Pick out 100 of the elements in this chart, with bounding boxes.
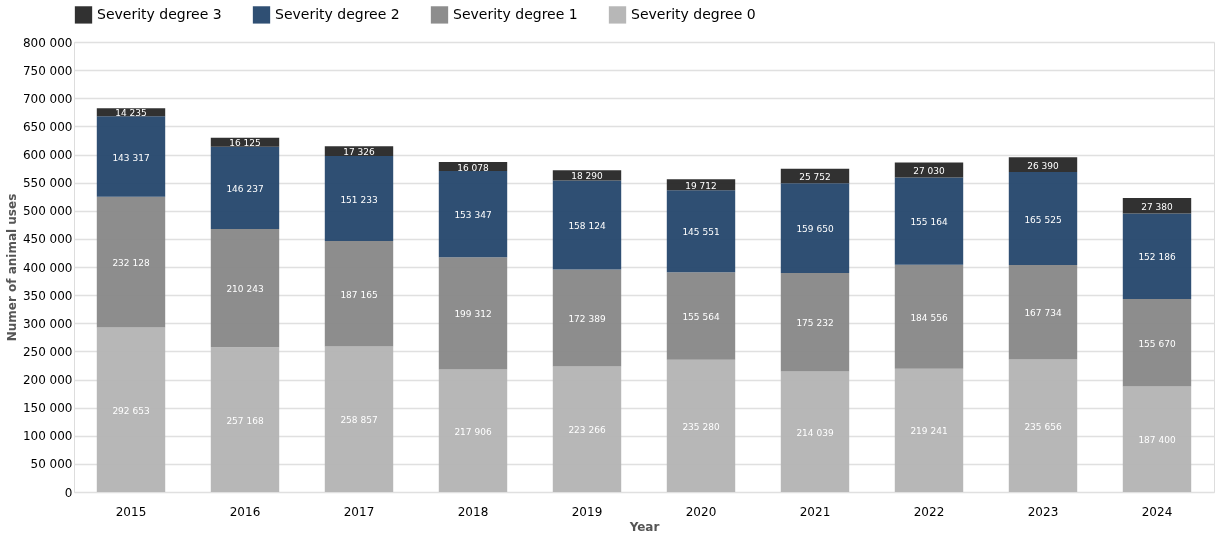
- bar: [324, 156, 394, 242]
- data-label: 25 752: [799, 171, 831, 182]
- x-tick-label: 2018: [457, 504, 489, 519]
- bar: [438, 171, 508, 258]
- bar: [552, 180, 622, 270]
- data-label: 17 326: [343, 147, 376, 158]
- data-label: 214 039: [796, 427, 834, 438]
- y-tick-label: 600 000: [22, 148, 73, 162]
- bar: [666, 359, 736, 492]
- bar: [552, 366, 622, 492]
- y-axis-title: Numer of animal uses: [4, 193, 19, 342]
- bar: [210, 347, 280, 492]
- bar: [666, 190, 736, 273]
- data-label: 145 551: [682, 227, 720, 238]
- data-label: 172 389: [568, 313, 606, 324]
- x-tick-label: 2023: [1027, 504, 1059, 519]
- data-label: 155 564: [682, 311, 720, 322]
- bar: [552, 269, 622, 367]
- x-axis-title: Year: [628, 519, 660, 534]
- y-tick-label: 550 000: [22, 176, 73, 191]
- data-label: 16 078: [457, 162, 490, 173]
- bar: [1122, 213, 1192, 300]
- data-label: 19 712: [685, 180, 717, 191]
- bar: [210, 229, 280, 348]
- x-tick-label: 2024: [1141, 504, 1173, 519]
- bar: [1008, 265, 1078, 360]
- bar: [438, 369, 508, 492]
- bar: [96, 196, 166, 328]
- bar: [96, 327, 166, 492]
- data-label: 14 235: [115, 108, 147, 119]
- data-label: 184 556: [910, 312, 948, 323]
- data-label: 175 232: [796, 318, 834, 329]
- data-label: 232 128: [112, 258, 150, 269]
- bar: [96, 116, 166, 197]
- y-tick-label: 400 000: [22, 260, 73, 275]
- data-label: 151 233: [340, 194, 378, 205]
- data-label: 159 650: [796, 224, 834, 235]
- data-label: 167 734: [1024, 308, 1062, 319]
- data-label: 258 857: [340, 415, 378, 426]
- legend-label: Severity degree 1: [453, 5, 578, 22]
- data-label: 143 317: [112, 152, 150, 163]
- x-tick-label: 2016: [229, 504, 261, 519]
- y-tick-label: 650 000: [22, 119, 73, 134]
- bar: [894, 264, 964, 369]
- data-label: 187 165: [340, 289, 378, 300]
- y-tick-label: 250 000: [22, 344, 73, 359]
- x-tick-label: 2019: [571, 504, 603, 519]
- bar: [210, 146, 280, 230]
- y-tick-label: 0: [64, 485, 73, 500]
- data-label: 18 290: [571, 171, 604, 182]
- bar: [780, 183, 850, 274]
- data-label: 27 380: [1141, 201, 1174, 212]
- x-tick-label: 2020: [685, 504, 717, 519]
- data-label: 292 653: [112, 405, 150, 416]
- bar: [780, 273, 850, 372]
- y-tick-label: 150 000: [22, 401, 73, 416]
- y-tick-label: 450 000: [22, 232, 73, 247]
- bar: [780, 371, 850, 492]
- bar: [324, 346, 394, 492]
- x-tick-label: 2015: [115, 504, 147, 519]
- bar: [1122, 299, 1192, 387]
- y-tick-label: 350 000: [22, 288, 73, 303]
- bar: [438, 257, 508, 370]
- data-label: 153 347: [454, 210, 492, 221]
- data-label: 210 243: [226, 284, 264, 295]
- x-tick-label: 2021: [799, 504, 831, 519]
- y-tick-label: 500 000: [22, 204, 73, 219]
- bar: [894, 162, 964, 178]
- y-tick-label: 700 000: [22, 91, 73, 106]
- legend-label: Severity degree 3: [97, 5, 222, 22]
- y-tick-label: 800 000: [22, 35, 73, 50]
- bar: [894, 368, 964, 492]
- bar: [1008, 171, 1078, 266]
- y-tick-label: 200 000: [22, 373, 73, 387]
- data-label: 219 241: [910, 426, 948, 437]
- data-label: 217 906: [454, 426, 492, 437]
- data-label: 26 390: [1027, 160, 1060, 171]
- data-label: 165 525: [1024, 214, 1062, 225]
- data-label: 235 656: [1024, 421, 1062, 432]
- bar: [1008, 359, 1078, 492]
- data-label: 155 670: [1138, 338, 1176, 349]
- data-label: 146 237: [226, 183, 264, 194]
- data-label: 199 312: [454, 309, 492, 320]
- x-tick-label: 2022: [913, 504, 945, 519]
- y-tick-label: 750 000: [22, 63, 73, 78]
- y-tick-label: 100 000: [22, 429, 73, 444]
- data-label: 223 266: [568, 425, 606, 436]
- bar: [894, 177, 964, 265]
- data-label: 155 164: [910, 217, 948, 228]
- data-label: 16 125: [229, 138, 261, 149]
- legend-label: Severity degree 2: [275, 5, 400, 22]
- y-tick-label: 300 000: [22, 316, 73, 331]
- bar: [666, 272, 736, 360]
- x-tick-label: 2017: [343, 504, 375, 519]
- legend-label: Severity degree 0: [631, 5, 756, 22]
- data-label: 235 280: [682, 421, 720, 432]
- data-label: 257 168: [226, 415, 264, 426]
- data-label: 158 124: [568, 220, 606, 231]
- bar: [324, 241, 394, 347]
- y-tick-label: 50 000: [30, 457, 73, 472]
